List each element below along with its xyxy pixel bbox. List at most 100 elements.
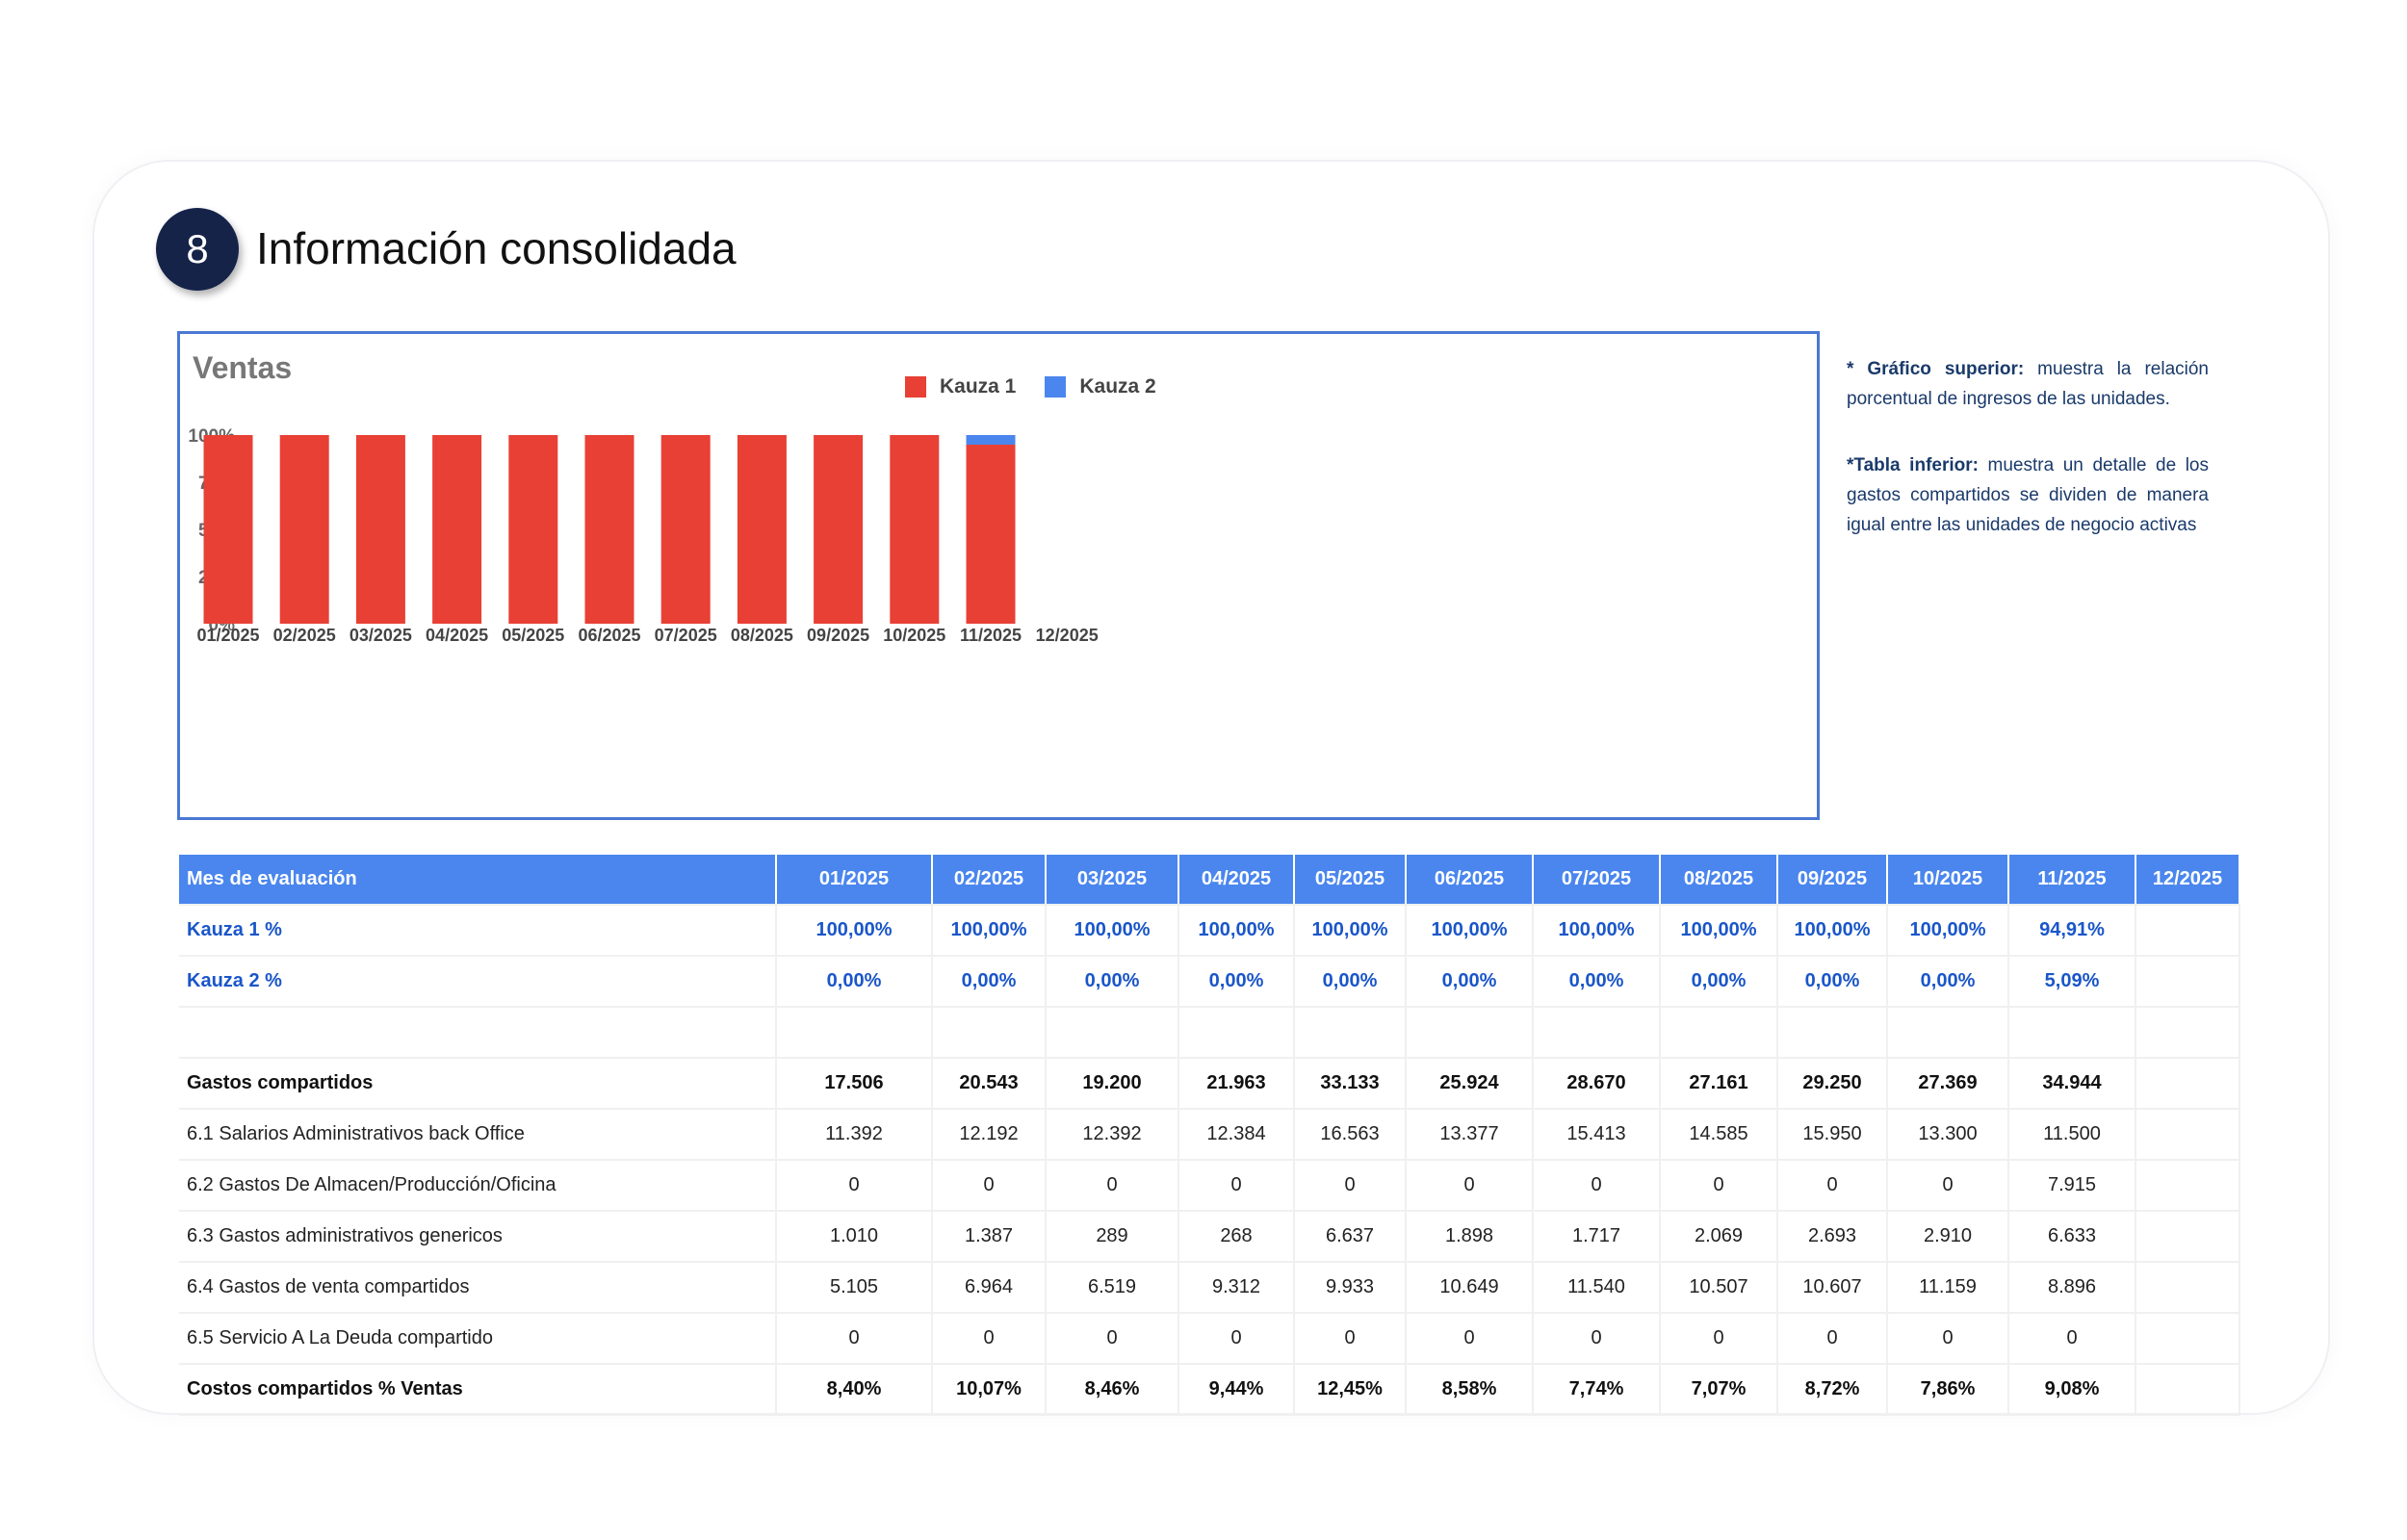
header-label-cell: Mes de evaluación [179,855,777,906]
table-cell: 268 [1178,1211,1295,1263]
table-cell: 27.161 [1660,1058,1778,1110]
table-cell: 6.633 [2008,1211,2136,1263]
table-cell: 100,00% [1660,905,1778,957]
table-cell: 0 [776,1313,933,1365]
bar-kauza-1-06/2025 [584,435,634,624]
table-cell: 0 [1533,1313,1661,1365]
table-cell: 0 [1294,1160,1407,1212]
month-header-5: 05/2025 [1294,855,1407,906]
table-cell [2135,905,2240,957]
table-cell: 0,00% [1660,956,1778,1008]
section-number-badge: 8 [156,208,239,291]
table-cell: 34.944 [2008,1058,2136,1110]
table-cell [1660,1007,1778,1059]
table-cell: 8,46% [1046,1364,1179,1416]
note-chart-heading: * Gráfico superior: [1847,359,2025,379]
table-cell: 8,40% [776,1364,933,1416]
table-cell: 1.898 [1406,1211,1534,1263]
table-row: Kauza 1 % 100,00% 100,00% 100,00% 100,00% 100… [179,905,2240,957]
table-cell [1533,1007,1661,1059]
table-cell [2008,1007,2136,1059]
table-cell: 0,00% [1178,956,1295,1008]
month-header-10: 10/2025 [1887,855,2009,906]
bar-kauza-1-09/2025 [814,435,864,624]
table-cell: 100,00% [1406,905,1534,957]
x-tick-label: 07/2025 [655,626,717,645]
table-cell: 100,00% [776,905,933,957]
table-cell: 1.717 [1533,1211,1661,1263]
table-cell: 0,00% [1887,956,2009,1008]
row-label: 6.4 Gastos de venta compartidos [179,1262,777,1314]
table-cell: 8,72% [1777,1364,1888,1416]
table-cell: 29.250 [1777,1058,1888,1110]
table-cell: 0 [1887,1160,2009,1212]
table-cell: 100,00% [932,905,1047,957]
table-cell: 16.563 [1294,1109,1407,1161]
month-header-12: 12/2025 [2135,855,2240,906]
sales-chart: 0%25%50%75%100%01/202502/202503/202504/2… [188,426,1099,645]
table-cell: 15.950 [1777,1109,1888,1161]
table-cell: 5,09% [2008,956,2136,1008]
table-row: Kauza 2 % 0,00% 0,00% 0,00% 0,00% 0,00% 0,00% 0… [179,956,2240,1008]
x-tick-label: 06/2025 [578,626,640,645]
row-label: Kauza 2 % [179,956,777,1008]
month-header-2: 02/2025 [932,855,1047,906]
row-label [179,1007,777,1059]
table-cell: 0 [1777,1313,1888,1365]
bar-kauza-1-08/2025 [737,435,787,624]
table-cell: 0 [1178,1313,1295,1365]
legend-label-kauza-1: Kauza 1 [940,375,1017,398]
table-cell: 100,00% [1046,905,1179,957]
table-cell: 0 [1660,1160,1778,1212]
table-cell: 100,00% [1294,905,1407,957]
table-row: 6.5 Servicio A La Deuda compartido 0 0 0 0 0 0… [179,1313,2240,1365]
table-cell [1777,1007,1888,1059]
bar-kauza-1-10/2025 [890,435,940,624]
table-cell: 11.540 [1533,1262,1661,1314]
month-header-4: 04/2025 [1178,855,1295,906]
table-cell [2135,1007,2240,1059]
table-cell: 7,07% [1660,1364,1778,1416]
legend-swatch-kauza-1 [905,376,926,398]
table-cell: 10,07% [932,1364,1047,1416]
table-cell: 25.924 [1406,1058,1534,1110]
bar-kauza-1-03/2025 [355,435,405,624]
table-cell: 0 [1294,1313,1407,1365]
bar-kauza-1-04/2025 [432,435,482,624]
table-cell: 8.896 [2008,1262,2136,1314]
table-row: 6.3 Gastos administrativos genericos 1.01… [179,1211,2240,1263]
table-cell: 10.507 [1660,1262,1778,1314]
table-cell: 33.133 [1294,1058,1407,1110]
table-cell [1046,1007,1179,1059]
month-header-1: 01/2025 [776,855,933,906]
table-cell: 7,74% [1533,1364,1661,1416]
table-cell [2135,1262,2240,1314]
table-cell: 2.693 [1777,1211,1888,1263]
table-cell: 0 [932,1313,1047,1365]
table-cell: 12.192 [932,1109,1047,1161]
row-label: Kauza 1 % [179,905,777,957]
chart-legend: Kauza 1 Kauza 2 [905,375,1185,398]
row-label: Costos compartidos % Ventas [179,1364,777,1416]
table-cell: 8,58% [1406,1364,1534,1416]
table-cell [1887,1007,2009,1059]
month-header-9: 09/2025 [1777,855,1888,906]
note-chart: * Gráfico superior: muestra la relación … [1847,354,2209,414]
table-cell: 100,00% [1178,905,1295,957]
table-cell: 6.637 [1294,1211,1407,1263]
x-tick-label: 12/2025 [1036,626,1099,645]
x-tick-label: 08/2025 [731,626,793,645]
table-cell: 6.964 [932,1262,1047,1314]
table-cell: 12.392 [1046,1109,1179,1161]
table-cell: 100,00% [1533,905,1661,957]
x-tick-label: 10/2025 [883,626,945,645]
table-cell: 17.506 [776,1058,933,1110]
bar-kauza-2-11/2025 [966,435,1016,445]
table-cell: 94,91% [2008,905,2136,957]
table-cell: 15.413 [1533,1109,1661,1161]
table-cell: 0,00% [1294,956,1407,1008]
table-cell: 9.933 [1294,1262,1407,1314]
legend-item-kauza-2: Kauza 2 [1045,375,1156,398]
row-label: 6.3 Gastos administrativos genericos [179,1211,777,1263]
table-cell [2135,1109,2240,1161]
